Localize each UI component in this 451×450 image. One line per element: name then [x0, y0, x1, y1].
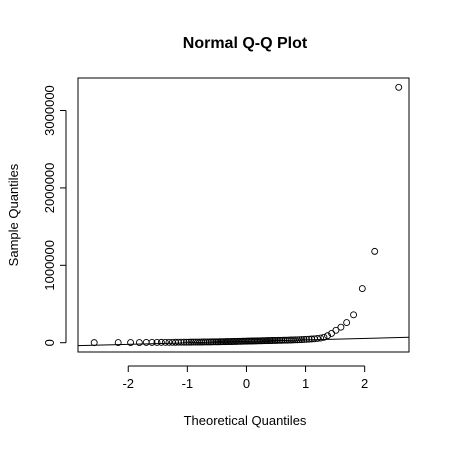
data-point	[204, 338, 211, 346]
plot-frame	[77, 77, 410, 353]
data-point	[187, 338, 195, 346]
data-point	[302, 335, 310, 343]
data-point	[317, 334, 325, 342]
x-tick-label: 0	[243, 376, 250, 391]
data-point	[148, 338, 156, 346]
data-point	[161, 338, 169, 346]
data-point	[207, 338, 215, 346]
chart-title: Normal Q-Q Plot	[183, 35, 308, 52]
data-point	[332, 326, 340, 334]
data-point	[278, 336, 286, 344]
data-point	[142, 339, 150, 346]
data-point	[395, 83, 403, 91]
data-point	[276, 336, 284, 344]
data-point	[185, 338, 193, 346]
data-point	[157, 338, 165, 346]
y-tick-label: 2000000	[42, 163, 57, 214]
data-point	[305, 335, 313, 343]
x-tick-label: -2	[122, 376, 134, 391]
data-point	[153, 338, 161, 346]
data-point	[175, 338, 182, 346]
y-axis: 0 1000000 2000000 3000000	[42, 85, 67, 346]
data-point	[293, 336, 301, 344]
data-point	[90, 339, 98, 347]
data-point	[165, 338, 173, 346]
x-axis-label: Theoretical Quantiles	[184, 413, 307, 428]
points-layer	[90, 83, 403, 347]
data-point	[350, 311, 358, 319]
y-tick-label: 0	[42, 339, 57, 346]
data-point	[177, 338, 185, 346]
data-point	[343, 319, 351, 327]
data-point	[202, 338, 210, 346]
data-point	[358, 285, 366, 292]
y-tick-label: 1000000	[42, 240, 57, 291]
data-point	[114, 339, 122, 347]
x-tick-label: 2	[361, 376, 368, 391]
data-point	[313, 335, 321, 342]
y-tick-label: 3000000	[42, 85, 57, 136]
data-point	[183, 338, 190, 346]
data-point	[135, 339, 143, 346]
x-axis: -2 -1 0 1 2	[122, 365, 368, 391]
data-point	[320, 333, 328, 341]
data-point	[180, 338, 188, 346]
y-axis-label: Sample Quantiles	[6, 163, 21, 266]
data-point	[324, 332, 332, 340]
data-point	[371, 247, 379, 255]
data-point	[205, 338, 213, 346]
data-point	[300, 336, 308, 343]
data-point	[337, 323, 345, 331]
x-tick-label: 1	[302, 376, 309, 391]
x-tick-label: -1	[182, 376, 194, 391]
data-point	[291, 336, 299, 344]
data-point	[127, 339, 135, 347]
data-point	[298, 336, 306, 344]
data-point	[295, 336, 303, 344]
